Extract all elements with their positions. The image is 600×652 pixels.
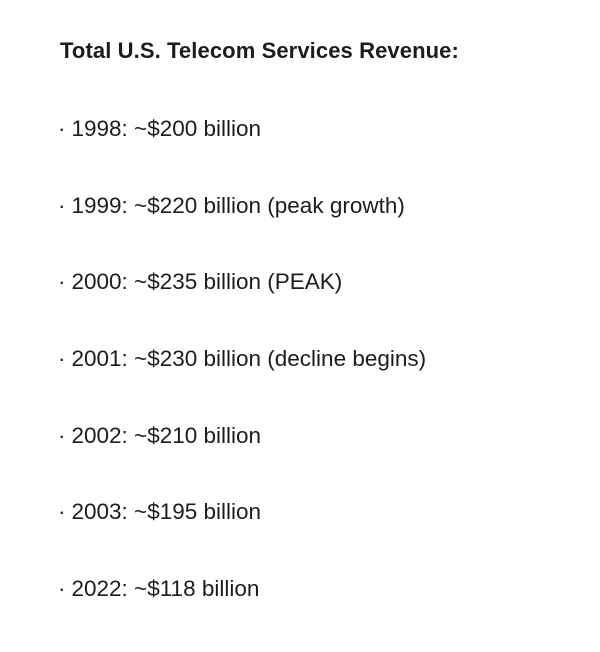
bullet-icon: · xyxy=(58,269,66,295)
list-item: · 1999: ~$220 billion (peak growth) xyxy=(58,192,426,269)
list-item-text: 2002: ~$210 billion xyxy=(71,422,262,448)
bullet-icon: · xyxy=(58,116,66,141)
list-item: · 1998: ~$200 billion xyxy=(58,115,426,192)
bullet-icon: · xyxy=(58,576,66,602)
list-item: · 2000: ~$235 billion (PEAK) xyxy=(58,268,426,345)
list-item: · 2001: ~$230 billion (decline begins) xyxy=(58,345,426,422)
bullet-icon: · xyxy=(58,346,66,372)
bullet-icon: · xyxy=(58,499,66,525)
revenue-list: · 1998: ~$200 billion · 1999: ~$220 billio… xyxy=(58,115,426,652)
bullet-icon: · xyxy=(58,422,66,448)
list-item: · 2003: ~$195 billion xyxy=(58,498,426,575)
document-title: Total U.S. Telecom Services Revenue: xyxy=(60,38,459,63)
list-item-text: 1999: ~$220 billion (peak growth) xyxy=(71,192,405,218)
list-item-text: 2022: ~$118 billion xyxy=(71,576,260,602)
bullet-icon: · xyxy=(58,192,66,218)
list-item: · 2022: ~$118 billion xyxy=(58,575,426,652)
list-item-text: 2001: ~$230 billion (decline begins) xyxy=(71,346,427,372)
list-item-text: 2000: ~$235 billion (PEAK) xyxy=(71,269,343,295)
list-item-text: 2003: ~$195 billion xyxy=(71,499,262,525)
list-item-text: 1998: ~$200 billion xyxy=(71,116,262,141)
list-item: · 2002: ~$210 billion xyxy=(58,422,426,499)
